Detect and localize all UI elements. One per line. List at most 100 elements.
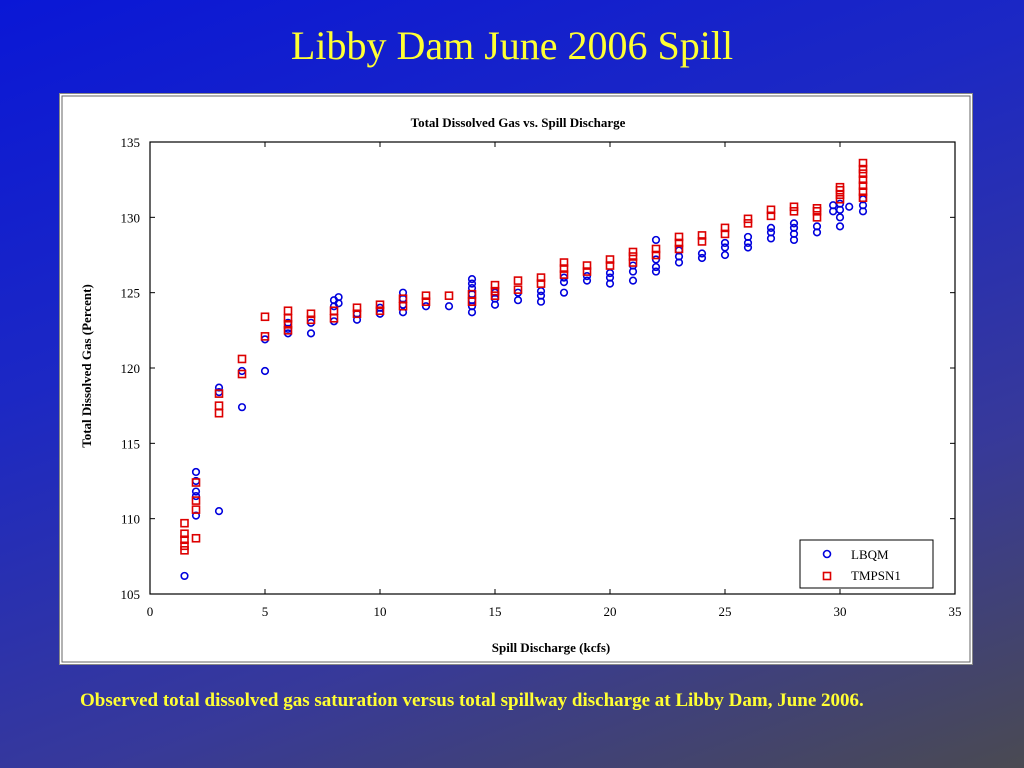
point-tmpsn1 [283, 326, 293, 335]
point-lbqm [743, 243, 753, 252]
chart-inner-frame [61, 95, 971, 663]
point-tmpsn1 [858, 187, 868, 197]
point-tmpsn1 [858, 181, 868, 190]
y-axis-title: Total Dissolved Gas (Percent) [79, 284, 94, 448]
point-lbqm [651, 267, 661, 276]
point-tmpsn1 [191, 533, 201, 543]
point-lbqm [845, 202, 854, 211]
chart-title: Total Dissolved Gas vs. Spill Discharge [411, 115, 626, 130]
scatter-chart: Total Dissolved Gas vs. Spill Discharge … [61, 95, 971, 663]
point-tmpsn1 [743, 219, 753, 228]
point-tmpsn1 [858, 175, 868, 184]
y-tick-label: 105 [121, 587, 141, 602]
point-tmpsn1 [605, 261, 615, 270]
point-tmpsn1 [191, 496, 201, 505]
slide-title: Libby Dam June 2006 Spill [290, 23, 734, 68]
point-tmpsn1 [214, 408, 224, 418]
point-lbqm [444, 302, 454, 311]
point-lbqm [559, 288, 569, 297]
point-tmpsn1 [490, 291, 500, 300]
point-lbqm [651, 255, 661, 264]
point-tmpsn1 [214, 401, 224, 410]
point-lbqm [191, 487, 201, 496]
point-lbqm [191, 491, 201, 501]
x-tick-label: 35 [949, 604, 962, 619]
point-lbqm [720, 250, 730, 260]
point-lbqm [697, 249, 707, 258]
point-lbqm [628, 276, 638, 285]
point-lbqm [260, 366, 270, 376]
point-lbqm [835, 222, 845, 231]
point-tmpsn1 [582, 261, 592, 270]
point-lbqm [467, 275, 477, 284]
point-tmpsn1 [214, 389, 224, 398]
point-lbqm [605, 273, 615, 282]
chart-panel: Total Dissolved Gas vs. Spill Discharge … [59, 93, 973, 665]
point-lbqm [467, 279, 477, 288]
point-tmpsn1 [237, 354, 247, 364]
slide-caption: Observed total dissolved gas saturation … [80, 690, 864, 711]
point-tmpsn1 [812, 213, 822, 222]
point-lbqm [191, 467, 201, 477]
point-tmpsn1 [628, 247, 638, 257]
point-tmpsn1 [260, 332, 270, 341]
point-lbqm [789, 219, 799, 228]
point-tmpsn1 [628, 252, 638, 261]
point-lbqm [789, 223, 799, 232]
legend-box [799, 539, 934, 589]
x-tick-label: 0 [147, 604, 154, 619]
point-tmpsn1 [766, 205, 776, 215]
point-tmpsn1 [536, 279, 546, 288]
point-tmpsn1 [582, 267, 592, 276]
point-lbqm [180, 571, 189, 581]
point-tmpsn1 [697, 231, 707, 240]
point-tmpsn1 [697, 237, 707, 246]
y-tick-label: 120 [121, 361, 141, 376]
point-lbqm [582, 271, 592, 281]
point-tmpsn1 [352, 309, 362, 319]
point-lbqm [214, 507, 224, 516]
point-tmpsn1 [490, 280, 500, 290]
point-tmpsn1 [536, 273, 546, 282]
point-tmpsn1 [329, 306, 339, 316]
point-tmpsn1 [352, 303, 362, 313]
point-lbqm [743, 232, 753, 242]
point-tmpsn1 [191, 505, 201, 514]
x-tick-label: 20 [604, 604, 617, 619]
point-lbqm [605, 268, 615, 278]
point-lbqm [766, 228, 776, 237]
x-axis-title: Spill Discharge (kcfs) [492, 640, 610, 655]
point-tmpsn1 [789, 202, 799, 212]
point-lbqm [835, 213, 845, 222]
point-tmpsn1 [306, 309, 316, 319]
point-tmpsn1 [858, 169, 868, 178]
point-tmpsn1 [375, 300, 385, 310]
point-lbqm [306, 329, 316, 338]
plot-area [149, 141, 956, 595]
point-tmpsn1 [191, 478, 201, 487]
point-tmpsn1 [766, 211, 776, 221]
point-tmpsn1 [444, 291, 454, 300]
point-lbqm [513, 296, 523, 305]
point-lbqm [720, 243, 730, 252]
point-tmpsn1 [513, 285, 523, 294]
legend-lbqm-marker [822, 549, 832, 559]
point-tmpsn1 [835, 182, 845, 192]
point-tmpsn1 [237, 369, 247, 379]
point-tmpsn1 [720, 229, 730, 239]
point-tmpsn1 [559, 258, 569, 267]
point-tmpsn1 [720, 223, 730, 233]
y-tick-label: 115 [121, 436, 140, 451]
x-tick-label: 5 [262, 604, 269, 619]
point-tmpsn1 [674, 232, 684, 242]
point-tmpsn1 [283, 320, 293, 329]
y-tick-label: 135 [121, 135, 141, 150]
point-lbqm [536, 291, 546, 300]
point-tmpsn1 [490, 286, 500, 296]
x-tick-label: 30 [834, 604, 847, 619]
point-lbqm [421, 302, 431, 311]
point-tmpsn1 [375, 306, 385, 316]
point-tmpsn1 [858, 164, 868, 174]
y-tick-label: 110 [121, 512, 140, 527]
point-lbqm [697, 253, 707, 263]
